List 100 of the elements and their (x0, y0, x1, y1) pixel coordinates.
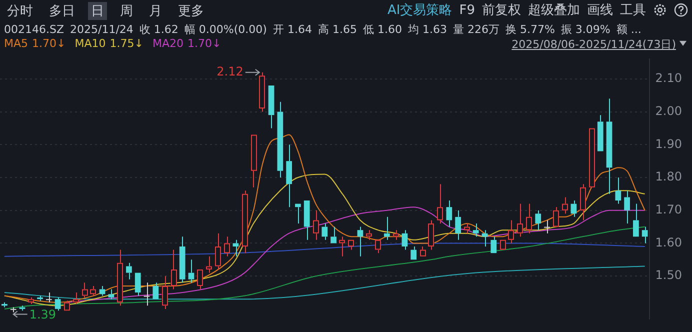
candlestick (108, 288, 114, 300)
text: 工具 (620, 2, 646, 19)
line-series (4, 226, 646, 310)
candlestick (455, 210, 461, 240)
candlestick (535, 210, 542, 231)
candlestick (134, 272, 141, 296)
text: 002146.SZ (4, 23, 64, 36)
y-tick-label: 1.60 (655, 235, 682, 250)
candlestick (54, 296, 61, 312)
candlestick (357, 226, 364, 257)
text: 多日 (48, 3, 76, 20)
text: MA10 (74, 37, 106, 50)
candlestick (2, 302, 8, 308)
text: 1.70↓ (187, 37, 222, 50)
y-tick-label: 1.80 (655, 170, 682, 184)
candlestick (624, 190, 630, 224)
text: 1.70↓ (32, 37, 66, 50)
candlestick (517, 203, 524, 238)
text: 幅 0.00%(0.00) (184, 22, 267, 37)
candlestick (197, 270, 204, 290)
candlestick (562, 196, 568, 214)
candlestick (597, 114, 604, 152)
candlestick (366, 230, 372, 240)
annotation: 2.12 (216, 64, 244, 78)
line-series (4, 266, 646, 300)
candlestick (126, 262, 132, 280)
candlestick (28, 296, 34, 305)
candlestick (642, 226, 648, 244)
candlestick (295, 204, 301, 224)
candlestick (410, 246, 417, 260)
candlestick (322, 223, 328, 240)
text: AI交易策略 (388, 2, 452, 19)
y-tick-label: 1.50 (655, 268, 682, 282)
candlestick (90, 285, 96, 296)
candlestick (428, 220, 434, 250)
candlestick (214, 232, 221, 270)
text: 周 (119, 3, 134, 20)
candlestick (152, 282, 159, 300)
y-tick-label: 2.10 (655, 71, 682, 86)
text: 低 1.60 (362, 22, 402, 37)
candlestick (375, 240, 381, 254)
y-tick-label: 1.90 (655, 136, 682, 151)
candlestick (437, 184, 444, 224)
candlestick (286, 144, 292, 208)
candlestick (464, 223, 470, 234)
text: 月 (148, 3, 163, 20)
candlestick (544, 220, 550, 234)
candlestick (72, 292, 79, 305)
candlestick (268, 85, 274, 129)
text: 超级叠加 (528, 2, 580, 19)
text: MA5 (4, 37, 28, 50)
candlestick (45, 292, 52, 303)
text: 均 1.63 (408, 22, 447, 37)
text: MA20 (152, 37, 184, 50)
candlestick (277, 101, 284, 178)
candlestick (232, 239, 239, 257)
candlestick (64, 300, 70, 311)
candlestick (526, 203, 532, 234)
text: F9 (459, 2, 475, 18)
text: 振 3.09% (560, 22, 610, 37)
text: 换 5.77% (505, 22, 555, 37)
candlestick (348, 240, 354, 250)
candlestick (615, 177, 622, 204)
text: 画线 (587, 2, 613, 19)
candlestick (188, 259, 194, 284)
text: 2025/11/24 (70, 23, 134, 36)
text: 高 1.65 (318, 22, 357, 37)
text: 收 1.62 (139, 22, 178, 37)
candlestick (99, 285, 106, 296)
text: 1.75↓ (110, 37, 144, 50)
candlestick (143, 282, 150, 306)
candlestick (224, 236, 230, 257)
annotation: 1.39 (29, 307, 56, 322)
candlestick (37, 295, 43, 302)
candlestick (384, 216, 390, 240)
candlestick (570, 200, 577, 218)
candlestick (508, 220, 514, 244)
candlestick (242, 190, 248, 254)
candlestick (552, 206, 559, 227)
candlestick (117, 249, 124, 306)
candlestick (606, 98, 612, 194)
candlestick (206, 256, 212, 274)
candlestick (259, 72, 266, 112)
candlestick (179, 236, 186, 284)
candlestick (402, 230, 408, 250)
y-tick-label: 2.00 (655, 104, 682, 118)
text: 更多 (177, 3, 205, 20)
text: 开 1.64 (272, 22, 312, 37)
line-series (4, 242, 646, 257)
candlestick (304, 200, 310, 240)
candlestick (446, 200, 452, 228)
candlestick (490, 236, 497, 254)
candlestick (392, 230, 399, 240)
text: 前复权 (482, 2, 521, 19)
text: 2025/08/06-2025/11/24(73日) (512, 37, 676, 52)
text: 量 226万 (452, 22, 500, 37)
candlestick (472, 223, 479, 238)
candlestick (633, 203, 639, 237)
y-tick-label: 1.70 (655, 202, 682, 216)
text: 日 (88, 2, 107, 20)
